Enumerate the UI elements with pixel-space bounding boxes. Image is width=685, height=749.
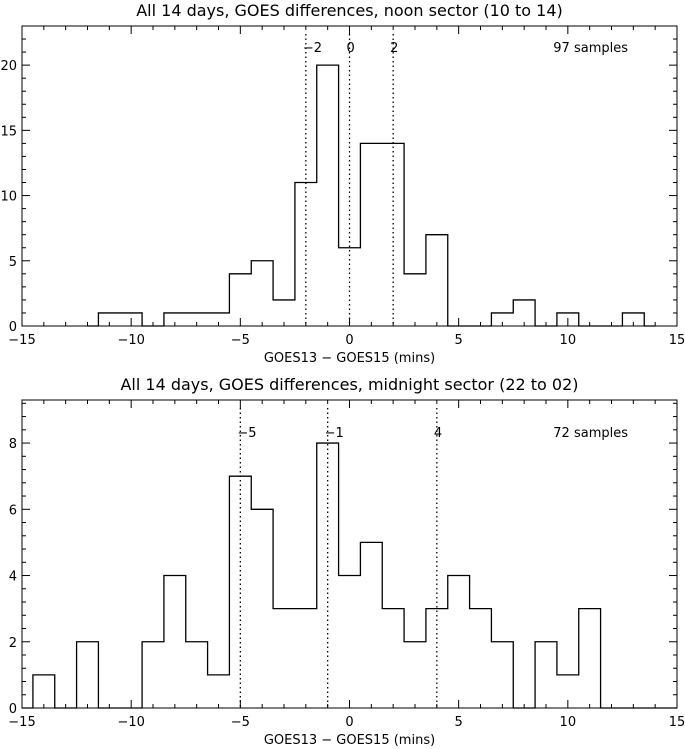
chart2-ytick-label: 4 xyxy=(9,570,17,585)
chart2-x-axis-label: GOES13 − GOES15 (mins) xyxy=(264,733,435,748)
chart2-bin xyxy=(382,609,404,708)
chart2-xtick-label: 5 xyxy=(455,715,463,730)
chart2-xtick-label: −5 xyxy=(231,715,250,730)
chart1-bin xyxy=(360,143,382,326)
chart1-reference-label: 2 xyxy=(390,41,398,56)
chart2-ytick-label: 2 xyxy=(9,636,17,651)
chart2-bin xyxy=(339,576,361,708)
chart1-xtick-label: 5 xyxy=(455,333,463,348)
chart1-xtick-label: 0 xyxy=(345,333,353,348)
chart2-xtick-label: 10 xyxy=(560,715,577,730)
chart1-sample-count: 97 samples xyxy=(553,41,628,56)
chart1-title: All 14 days, GOES differences, noon sect… xyxy=(136,1,563,20)
chart2-bin xyxy=(426,609,448,708)
chart2: All 14 days, GOES differences, midnight … xyxy=(8,375,685,748)
chart1-ytick-label: 5 xyxy=(9,255,17,270)
chart1: All 14 days, GOES differences, noon sect… xyxy=(0,1,685,366)
chart2-bin xyxy=(186,642,208,708)
chart2-reference-label: −1 xyxy=(325,426,344,441)
chart2-bin xyxy=(535,642,557,708)
chart2-bin xyxy=(208,675,230,708)
chart1-bin xyxy=(382,143,404,326)
chart1-bin xyxy=(251,261,273,326)
chart1-reference-label: −2 xyxy=(303,41,322,56)
chart2-bin xyxy=(251,509,273,708)
chart2-bin xyxy=(229,476,251,708)
chart1-ytick-label: 20 xyxy=(0,59,17,74)
chart1-reference-label: 0 xyxy=(347,41,355,56)
chart2-ytick-label: 0 xyxy=(9,702,17,717)
chart2-bin xyxy=(77,642,99,708)
chart2-xtick-label: −10 xyxy=(117,715,144,730)
chart2-bin xyxy=(273,609,295,708)
chart1-xtick-label: −15 xyxy=(8,333,35,348)
chart2-ytick-label: 6 xyxy=(9,503,17,518)
chart2-bin xyxy=(404,642,426,708)
chart2-xtick-label: −15 xyxy=(8,715,35,730)
chart1-ytick-label: 0 xyxy=(9,320,17,335)
chart2-ytick-label: 8 xyxy=(9,437,17,452)
chart2-bin xyxy=(295,609,317,708)
chart1-ytick-label: 10 xyxy=(0,190,17,205)
chart1-xtick-label: −5 xyxy=(231,333,250,348)
chart2-sample-count: 72 samples xyxy=(553,426,628,441)
chart2-xtick-label: 0 xyxy=(345,715,353,730)
chart2-reference-label: −5 xyxy=(237,426,256,441)
chart2-xtick-label: 15 xyxy=(669,715,685,730)
chart2-reference-label: 4 xyxy=(434,426,442,441)
chart2-histogram-outline xyxy=(22,442,677,709)
chart2-bin xyxy=(470,609,492,708)
chart2-title: All 14 days, GOES differences, midnight … xyxy=(120,375,578,394)
chart1-xtick-label: 15 xyxy=(669,333,685,348)
chart1-bin xyxy=(426,235,448,326)
chart2-bin xyxy=(360,542,382,708)
chart2-bin xyxy=(491,642,513,708)
chart1-x-axis-label: GOES13 − GOES15 (mins) xyxy=(264,351,435,366)
chart1-bin xyxy=(317,65,339,326)
chart1-ytick-label: 15 xyxy=(0,124,17,139)
chart1-bin xyxy=(404,274,426,326)
chart1-xtick-label: 10 xyxy=(560,333,577,348)
chart2-bin xyxy=(142,642,164,708)
chart2-bin xyxy=(164,576,186,708)
chart1-histogram-outline xyxy=(87,64,656,327)
chart2-bin xyxy=(33,675,55,708)
chart2-bin xyxy=(579,609,601,708)
chart1-xtick-label: −10 xyxy=(117,333,144,348)
chart2-bin xyxy=(448,576,470,708)
